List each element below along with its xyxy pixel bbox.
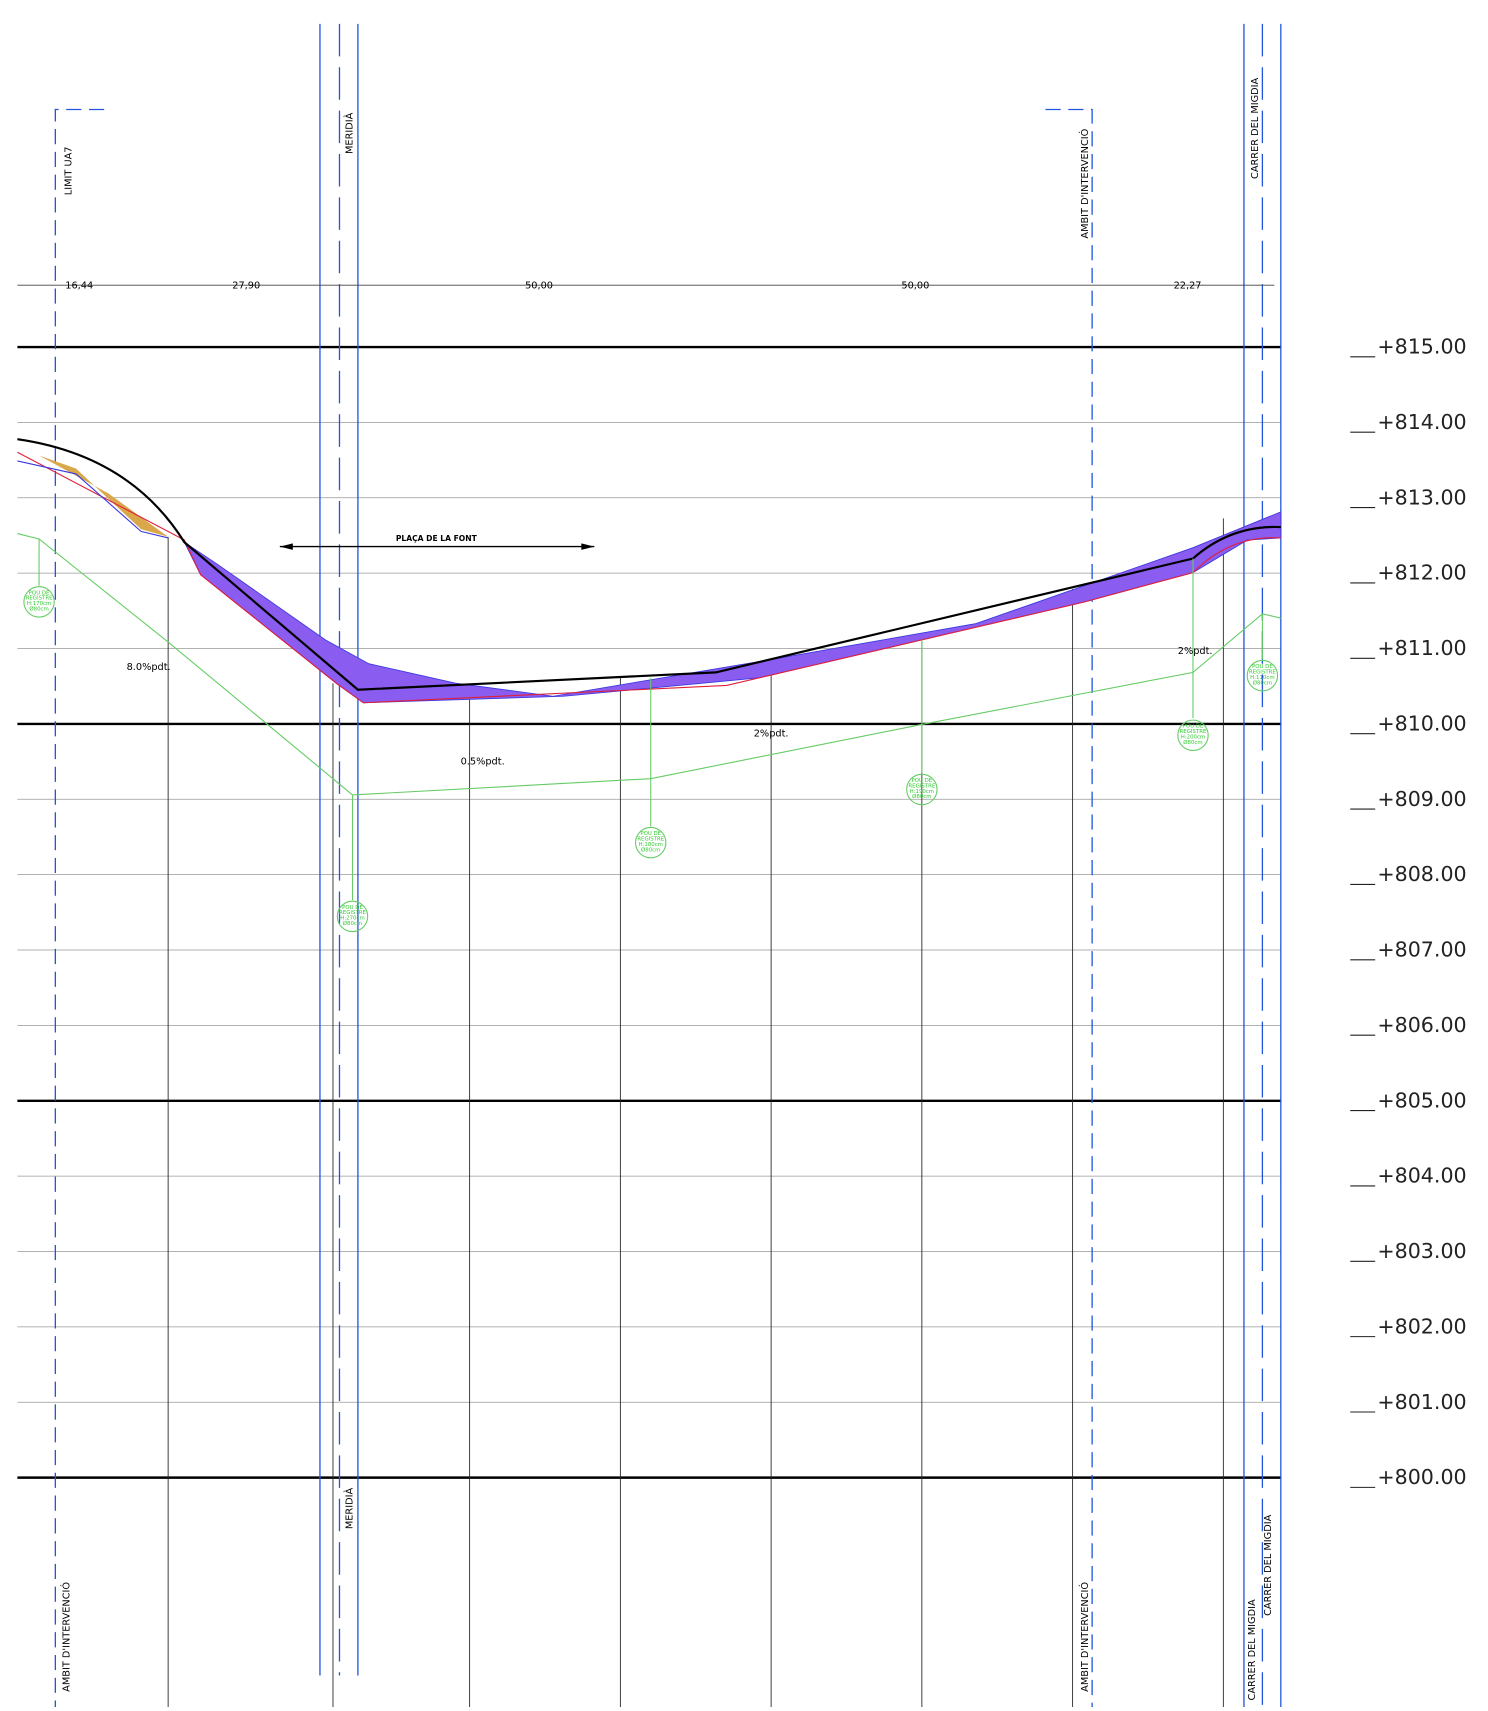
label: CARRER DEL MIGDIA [1250,77,1261,178]
manhole-label: REGISTRE [26,596,53,602]
manhole-label: H:170cm [27,601,51,607]
blue-guides [54,23,1282,1707]
elevation-label: +812.00 [1377,561,1466,585]
manhole [23,586,55,618]
manhole-label: H:270cm [340,916,364,922]
manhole-label: POU DE [640,831,661,837]
profile [17,284,1282,901]
label: LIMIT UA7 [64,147,75,196]
elevation-label: +809.00 [1377,787,1466,811]
distance-label: 50,00 [901,280,929,291]
label: CARRER DEL MIGDIA [1247,1599,1258,1700]
elevation-label: +800.00 [1377,1465,1466,1489]
slope-label: 8.0%pdt. [127,662,171,673]
manhole-label: H:180cm [639,842,663,848]
elevation-label: +807.00 [1377,938,1466,962]
slope-label: 2%pdt. [754,728,789,739]
manhole-label: H:110cm [1250,675,1274,681]
elevation-label: +804.00 [1377,1164,1466,1188]
elevation-label: +808.00 [1377,862,1466,886]
manhole [635,826,667,859]
distance-label: 50,00 [525,280,553,291]
label: AMBIT D'INTERVENCIÓ [59,1582,72,1692]
distance-label: 16,44 [65,280,93,291]
manhole-label: REGISTRE [1180,729,1207,735]
manhole-label: Ø80cm [912,793,931,800]
elevation-label: +805.00 [1377,1088,1466,1112]
elevation-label: +813.00 [1377,485,1466,509]
elevation-label: +802.00 [1377,1314,1466,1338]
distance-label: 22,27 [1174,280,1202,291]
plaza-label: PLAÇA DE LA FONT [396,534,478,543]
elevation-label: +801.00 [1377,1390,1466,1414]
distance-label: 27,90 [232,280,260,291]
manhole-label: POU DE [29,590,50,596]
slope-label: 0.5%pdt. [461,757,505,768]
elevation-label: +815.00 [1377,335,1466,359]
manhole-label: H:200cm [1181,735,1205,741]
label: CARRER DEL MIGDIA [1263,1514,1274,1615]
manhole [336,900,369,933]
elevation-label: +806.00 [1377,1013,1466,1037]
manhole-label: REGISTRE [908,783,935,789]
label: AMBIT D'INTERVENCIÓ [1078,1582,1091,1692]
manhole [906,773,938,806]
slope-label: 2%pdt. [1178,646,1213,657]
manhole-label: REGISTRE [637,836,664,842]
label: MERIDIÀ [342,1488,355,1530]
label: MERIDIÀ [342,112,355,154]
manhole-label: REGISTRE [339,910,366,916]
manhole-label: Ø80cm [1183,739,1202,746]
label: AMBIT D'INTERVENCIÓ [1078,128,1091,238]
manhole-label: Ø80cm [29,606,48,613]
manhole-label: REGISTRE [1249,669,1276,675]
elevation-label: +810.00 [1377,711,1466,735]
manhole [1177,719,1209,752]
manhole-label: POU DE [1183,724,1204,730]
manhole-label: POU DE [911,778,932,784]
elevation-label: +811.00 [1377,636,1466,660]
manhole-label: Ø80cm [641,846,660,853]
manhole-label: Ø80cm [1253,679,1272,686]
texts: LIMIT UA7 MERIDIÀ AMBIT D'INTERVENCIÓ CA… [23,77,1467,1700]
manhole [1246,659,1279,692]
manhole-label: POU DE [342,905,363,911]
elevation-label: +814.00 [1377,410,1466,434]
manhole-label: H:190cm [910,789,934,795]
elevation-label: +803.00 [1377,1239,1466,1263]
manhole-label: POU DE [1252,664,1273,670]
manhole-label: Ø80cm [343,920,362,927]
grid [17,345,1376,1707]
